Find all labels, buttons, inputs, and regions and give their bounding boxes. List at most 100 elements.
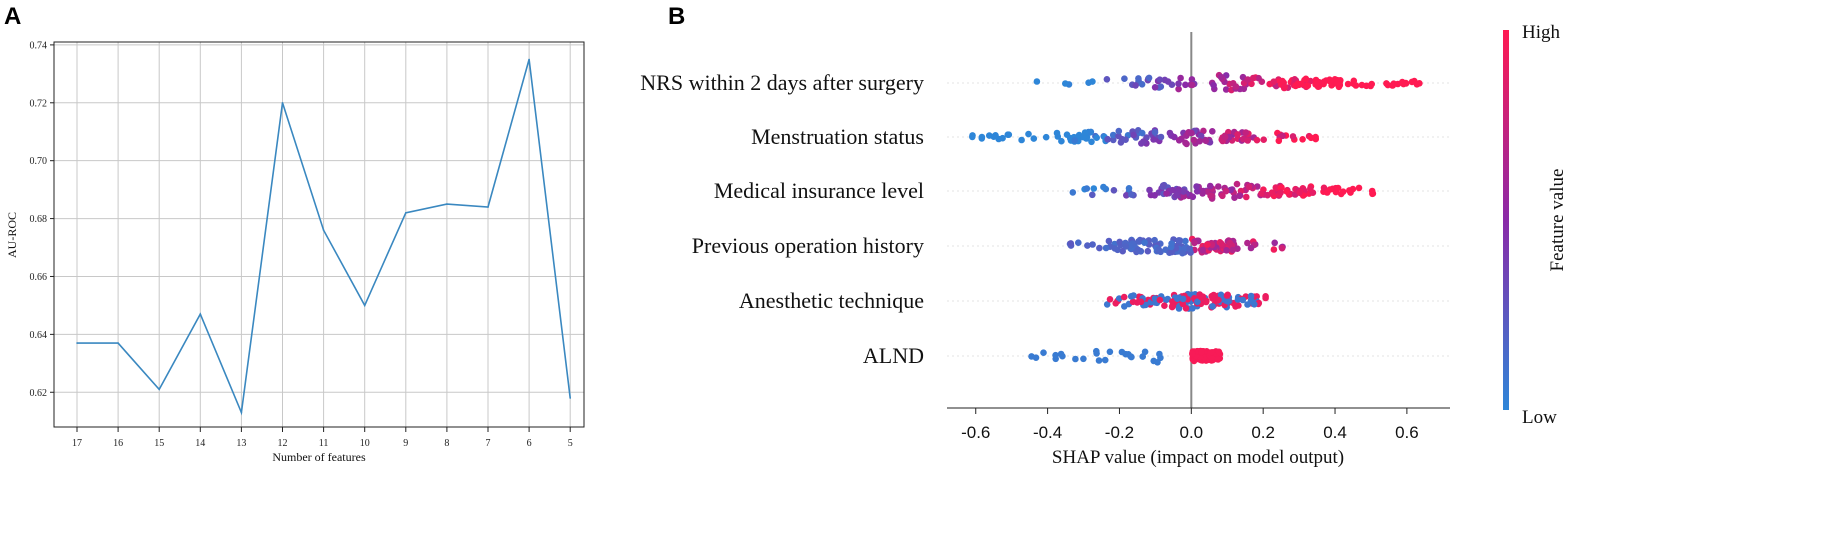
shap-dot xyxy=(1206,182,1214,190)
shap-dot xyxy=(1132,82,1139,89)
shap-dot xyxy=(1168,303,1176,310)
shap-dot xyxy=(1247,292,1255,300)
shap-dot xyxy=(1275,137,1283,145)
chart-b-feature-labels: NRS within 2 days after surgery Menstruat… xyxy=(640,70,924,368)
shap-dot xyxy=(1122,136,1129,143)
shap-dot xyxy=(1161,302,1168,310)
shap-dot xyxy=(1130,292,1137,299)
shap-dot xyxy=(1326,77,1334,85)
shap-dot xyxy=(1122,243,1130,250)
chart-a-y-tick-label: 0.68 xyxy=(30,214,48,225)
chart-a-x-tick-label: 16 xyxy=(113,438,123,449)
shap-dot xyxy=(1222,187,1230,195)
shap-dot xyxy=(1173,192,1180,199)
shap-dot xyxy=(1312,133,1319,141)
shap-dot xyxy=(1135,238,1142,245)
shap-dot xyxy=(1180,188,1187,195)
shap-dot xyxy=(1110,136,1117,144)
shap-dot xyxy=(1175,237,1183,244)
chart-a-x-tick-label: 8 xyxy=(444,438,449,449)
chart-a-x-tick-label: 15 xyxy=(154,438,164,449)
chart-a-y-tick-label: 0.64 xyxy=(30,330,48,341)
shap-dot xyxy=(1209,303,1216,310)
chart-a-x-tick-label: 7 xyxy=(486,438,491,449)
shap-dot xyxy=(1182,237,1189,245)
shap-dot xyxy=(1196,137,1203,145)
shap-dot xyxy=(1251,301,1258,308)
shap-dot xyxy=(1093,347,1100,355)
feature-label: ALND xyxy=(863,343,924,368)
shap-dot xyxy=(1188,81,1196,89)
shap-dot xyxy=(1189,350,1196,357)
shap-dot xyxy=(1182,139,1189,147)
shap-dot xyxy=(1244,76,1252,83)
shap-dot xyxy=(1115,295,1123,302)
chart-b-x-tick-label: -0.2 xyxy=(1105,423,1134,442)
panel-b-letter: B xyxy=(668,3,685,30)
shap-dot xyxy=(1208,241,1216,249)
auroc-point xyxy=(240,411,243,414)
shap-dot xyxy=(1129,298,1137,306)
shap-dot xyxy=(1116,238,1123,246)
shap-dot xyxy=(1278,244,1286,252)
auroc-point xyxy=(281,101,284,104)
shap-dot xyxy=(1123,192,1130,199)
chart-b-x-tick-label: 0.2 xyxy=(1251,423,1275,442)
feature-label: Medical insurance level xyxy=(714,178,924,203)
shap-dot xyxy=(1179,300,1187,308)
chart-b-x-tick-label: 0.0 xyxy=(1179,423,1203,442)
chart-b-row-guides xyxy=(947,82,1450,357)
shap-dot xyxy=(1244,137,1251,144)
shap-dot xyxy=(1221,133,1229,141)
shap-dot xyxy=(1307,185,1314,192)
shap-dot xyxy=(1081,129,1089,136)
shap-dot xyxy=(1067,240,1075,247)
chart-b-x-tick-label: -0.6 xyxy=(961,423,990,442)
shap-dot xyxy=(1090,185,1098,192)
shap-dot xyxy=(1289,133,1297,140)
auroc-point xyxy=(76,342,78,344)
shap-dot xyxy=(1337,190,1345,198)
shap-dot xyxy=(1408,78,1416,86)
shap-dot xyxy=(1283,188,1290,195)
shap-dot xyxy=(1156,76,1164,83)
shap-dot xyxy=(1175,80,1182,87)
chart-b-x-tick-label: 0.6 xyxy=(1395,423,1419,442)
shap-dot xyxy=(1175,85,1182,93)
shap-dot xyxy=(1186,245,1193,253)
shap-dot xyxy=(1218,240,1225,248)
auroc-point xyxy=(528,58,530,61)
shap-dot xyxy=(1277,189,1284,196)
shap-dot xyxy=(1104,136,1111,143)
shap-dot xyxy=(1194,298,1201,306)
shap-dot xyxy=(1234,131,1241,138)
shap-dot xyxy=(1174,295,1181,303)
shap-dot xyxy=(1058,137,1065,145)
shap-dot xyxy=(1159,182,1167,189)
shap-dot xyxy=(1199,190,1206,197)
shap-dot xyxy=(1103,301,1111,308)
shap-dot xyxy=(1207,349,1214,357)
shap-dot xyxy=(1057,350,1065,358)
shap-dot xyxy=(1125,185,1133,192)
shap-dot xyxy=(1130,131,1137,139)
shap-dot xyxy=(1243,193,1250,201)
shap-dot xyxy=(1271,239,1278,247)
shap-dot xyxy=(1215,348,1223,356)
shap-dot xyxy=(1093,134,1100,141)
auroc-point xyxy=(117,342,119,344)
shap-dot xyxy=(1253,136,1261,144)
feature-label: Previous operation history xyxy=(692,233,924,258)
shap-dot xyxy=(990,133,997,140)
shap-dot xyxy=(1106,296,1114,303)
shap-dot xyxy=(1249,74,1257,82)
shap-dot xyxy=(1071,137,1078,144)
shap-dot xyxy=(1239,296,1247,304)
chart-a-y-tick-label: 0.66 xyxy=(30,272,48,283)
shap-dot xyxy=(1236,192,1244,199)
shap-dot xyxy=(1260,136,1267,143)
shap-dot xyxy=(1121,75,1128,82)
shap-dot xyxy=(1383,80,1390,87)
shap-dot xyxy=(1134,246,1142,254)
